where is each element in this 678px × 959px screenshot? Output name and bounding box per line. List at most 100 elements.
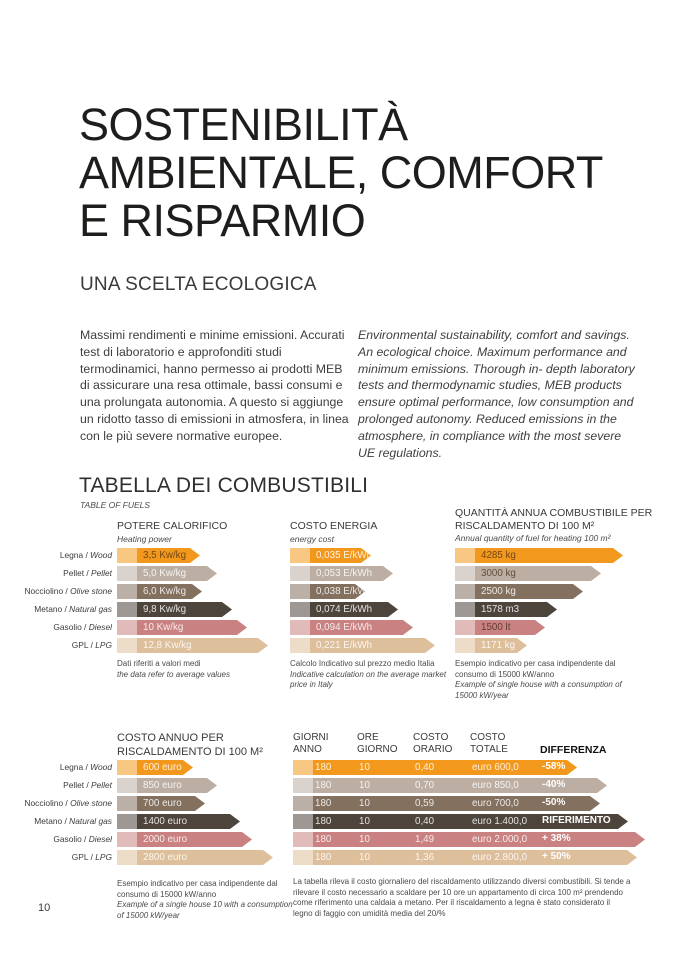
fuel-bar: 0,038 E/kWh [290, 584, 365, 599]
fuel-label-english: Wood [90, 550, 112, 560]
bar-value: 5,0 Kw/kg [143, 568, 187, 579]
chart-title: COSTO ENERGIA [290, 520, 378, 532]
fuel-bar: 2000 euro [117, 832, 252, 847]
chart-title: RISCALDAMENTO DI 100 M² [455, 519, 595, 532]
bar-value: 700 euro [143, 798, 182, 809]
table-cell: 10 [359, 834, 370, 845]
bar-value: 0,035 E/kWh [316, 550, 373, 561]
fuel-label: Gasolio / Diesel [53, 622, 112, 632]
table-header-differenza: DIFFERENZA [540, 744, 607, 756]
table-cell-differenza: -50% [542, 797, 566, 808]
fuel-bar: 0,094 E/kWh [290, 620, 413, 635]
chart-title: POTERE CALORIFICO [117, 520, 228, 532]
bar-value: 850 euro [143, 780, 182, 791]
note-english: the data refer to average values [117, 669, 230, 679]
fuel-label: Nocciolino / Olive stone [24, 586, 112, 596]
bar-value: 1578 m3 [481, 604, 520, 615]
table-cell: 0,40 [415, 816, 435, 827]
chart-note-energy-cost: Calcolo Indicativo sul prezzo medio Ital… [290, 659, 448, 691]
chart-header-annual-quantity: QUANTITÀ ANNUA COMBUSTIBILE PER RISCALDA… [455, 507, 655, 543]
page-subtitle: UNA SCELTA ECOLOGICA [80, 274, 317, 295]
table-cell: 180 [315, 798, 332, 809]
page-number: 10 [38, 902, 51, 914]
chart-subtitle: Annual quantity of fuel for heating 100 … [455, 533, 611, 543]
fuel-bar: 1400 euro [117, 814, 240, 829]
fuel-label: Nocciolino / Olive stone [24, 798, 112, 808]
table-note: La tabella rileva il costo giornaliero d… [293, 877, 631, 918]
table-row: 180 10 0,70 euro 850,0 -40% [293, 778, 607, 793]
chart-note-annual-cost: Esempio indicativo per casa indipendente… [117, 879, 295, 921]
bar-value: 4285 kg [481, 550, 516, 561]
table-cell: 10 [359, 852, 370, 863]
fuel-label-english: Diesel [88, 834, 112, 844]
table-header-costo-orario: COSTO ORARIO [413, 732, 452, 756]
table-cell-differenza: -40% [542, 779, 566, 790]
fuel-bar: 6,0 Kw/kg [117, 584, 202, 599]
table-cell-differenza: + 38% [542, 833, 571, 844]
bar-value: 12,8 Kw/kg [143, 640, 192, 651]
fuel-bar: 1500 lt [455, 620, 545, 635]
bars-annual-quantity: 4285 kg 3000 kg 2500 kg 1578 m3 1500 lt 1171 … [455, 548, 623, 656]
table-cell: euro 850,0 [472, 780, 519, 791]
chart-subtitle: energy cost [290, 533, 334, 544]
table-row: 180 10 1,36 euro 2.800,0 + 50% [293, 850, 637, 865]
chart-header-energy-cost: COSTO ENERGIA energy cost [290, 520, 377, 544]
table-header-line: COSTO [413, 732, 449, 743]
table-header-line: GIORNI [293, 732, 329, 743]
note-english: Indicative calculation on the average ma… [290, 669, 447, 690]
table-cell: 180 [315, 852, 332, 863]
fuel-label: Pellet / Pellet [63, 568, 112, 578]
table-row: 180 10 0,40 euro 600,0 -58% [293, 760, 577, 775]
table-header-line: GIORNO [357, 744, 398, 755]
table-header-line: ORE [357, 732, 379, 743]
note-italian: Esempio indicativo per casa indipendente… [117, 879, 278, 899]
table-cell-differenza: + 50% [542, 851, 571, 862]
chart-note-annual-quantity: Esempio indicativo per casa indipendente… [455, 659, 643, 701]
fuel-labels-column: Legna / Wood Pellet / Pellet Nocciolino / … [0, 760, 112, 868]
section-subtitle: TABLE OF FUELS [80, 500, 151, 510]
fuel-label: Pellet / Pellet [63, 780, 112, 790]
table-cell: 0,40 [415, 762, 435, 773]
table-cell: 0,59 [415, 798, 435, 809]
fuel-label-english: Olive stone [70, 586, 112, 596]
bar-value: 0,074 E/kWh [316, 604, 373, 615]
table-header-ore-giorno: ORE GIORNO [357, 732, 398, 756]
table-cell: euro 700,0 [472, 798, 519, 809]
fuel-bar: 1578 m3 [455, 602, 557, 617]
chart-subtitle: Heating power [117, 533, 172, 544]
bars-annual-cost: 600 euro 850 euro 700 euro 1400 euro 2000 eu… [117, 760, 273, 868]
intro-text-english: Environmental sustainability, comfort an… [358, 328, 635, 460]
fuel-bar: 0,053 E/kWh [290, 566, 393, 581]
bar-value: 3000 kg [481, 568, 516, 579]
bar-value: 1500 lt [481, 622, 511, 633]
fuel-label: Metano / Natural gas [34, 816, 112, 826]
fuel-label-english: LPG [95, 640, 112, 650]
fuel-label: GPL / LPG [71, 640, 112, 650]
table-cell: 1,36 [415, 852, 435, 863]
bar-value: 600 euro [143, 762, 182, 773]
bar-value: 0,038 E/kWh [316, 586, 373, 597]
bar-value: 0,094 E/kWh [316, 622, 373, 633]
page-title-line: SOSTENIBILITÀ [79, 99, 408, 150]
table-row: 180 10 0,40 euro 1.400,0 RIFERIMENTO [293, 814, 628, 829]
fuel-label-english: Pellet [91, 780, 112, 790]
note-italian: Esempio indicativo per casa indipendente… [455, 659, 616, 679]
fuel-label: Gasolio / Diesel [53, 834, 112, 844]
table-cell: 180 [315, 780, 332, 791]
table-cell-differenza: RIFERIMENTO [542, 815, 611, 826]
table-cell: euro 1.400,0 [472, 816, 528, 827]
bar-value: 1400 euro [143, 816, 188, 827]
fuel-bar: 5,0 Kw/kg [117, 566, 217, 581]
fuel-bar: 9,8 Kw/kg [117, 602, 232, 617]
chart-header-heating-power: POTERE CALORIFICO Heating power [117, 520, 227, 544]
table-cell-differenza: -58% [542, 761, 566, 772]
chart-title: RISCALDAMENTO DI 100 M² [117, 745, 263, 758]
fuel-label-english: Natural gas [69, 816, 112, 826]
fuel-label-english: LPG [95, 852, 112, 862]
bar-value: 10 Kw/kg [143, 622, 184, 633]
intro-text-italian: Massimi rendimenti e minime emissioni. A… [80, 328, 349, 443]
fuel-bar: 3,5 Kw/kg [117, 548, 200, 563]
fuel-bar: 4285 kg [455, 548, 623, 563]
note-english: Example of a single house 10 with a cons… [117, 900, 293, 920]
